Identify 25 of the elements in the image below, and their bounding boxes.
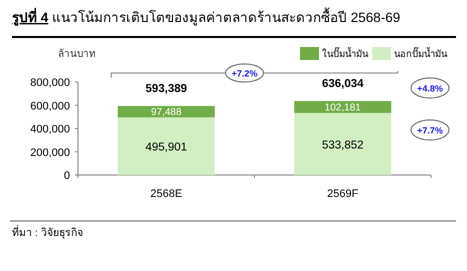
data-label: 533,852	[322, 139, 364, 152]
x-tick-label: 2569F	[327, 188, 359, 200]
annotation: +7.7%	[417, 126, 443, 136]
y-tick-label: 200,000	[30, 146, 70, 159]
data-label: 97,488	[150, 107, 182, 118]
legend-label: นอกปั๊มน้ำมัน	[394, 46, 448, 60]
y-tick-label: 600,000	[30, 100, 70, 112]
y-axis-title: ล้านบาท	[58, 48, 96, 60]
y-tick-label: 0	[64, 170, 70, 182]
bar	[294, 112, 392, 175]
bar	[118, 117, 215, 175]
total-label: 636,034	[322, 78, 364, 90]
y-tick-label: 800,000	[30, 77, 70, 89]
text: ที่มา : วิจัยธุรกิจ	[12, 225, 83, 239]
bar	[118, 106, 215, 118]
total-label: 593,389	[145, 83, 188, 96]
y-tick-label: 400,000	[30, 124, 70, 136]
annotation: +4.8%	[417, 84, 443, 94]
legend-label: ในปั๊มน้ำมัน	[322, 46, 369, 60]
data-label: 102,181	[324, 102, 362, 114]
chart-title: รูปที่ 4 แนวโน้มการเติบโตของมูลค่าตลาดร้านสะดวกซื้อปี 2568-69	[12, 7, 400, 26]
bar	[294, 101, 392, 113]
text: +7.2%	[232, 68, 258, 78]
x-tick-label: 2568E	[150, 188, 182, 200]
data-label: 495,901	[145, 142, 188, 154]
